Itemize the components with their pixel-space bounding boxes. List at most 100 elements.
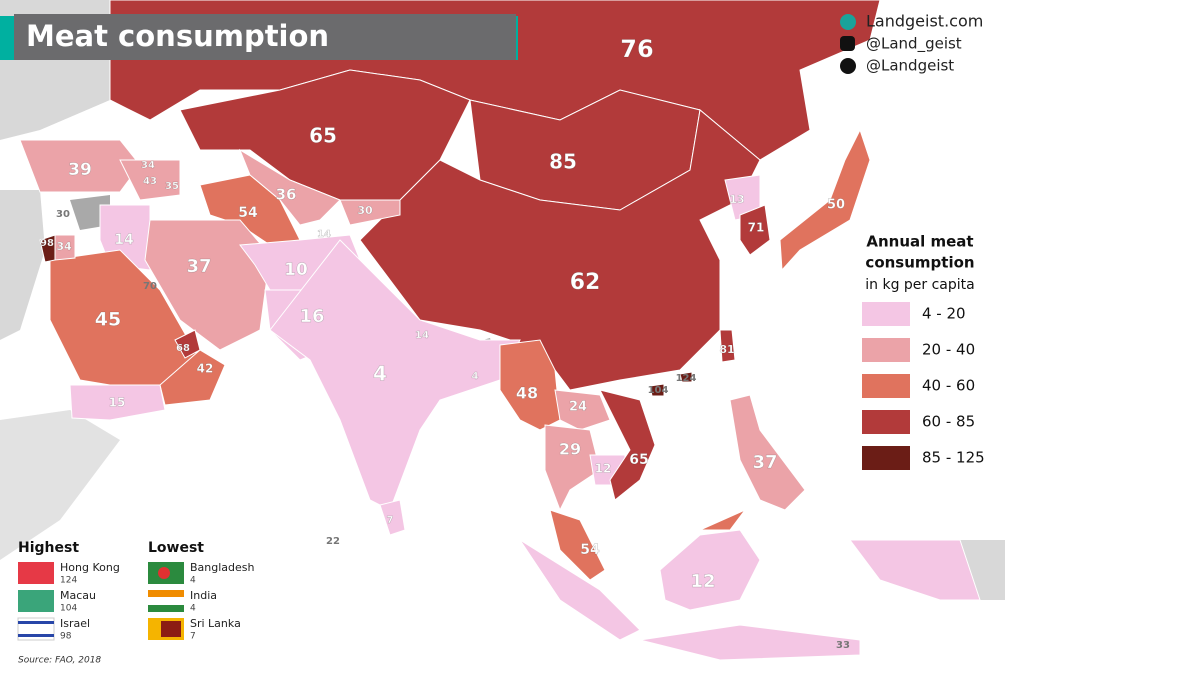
- source: Source: FAO, 2018: [18, 656, 101, 666]
- region-label: 70: [143, 281, 157, 292]
- legend-label: 4 - 20: [922, 305, 966, 323]
- region: [159, 349, 226, 406]
- flag-field: [161, 621, 181, 637]
- legend-swatch: [862, 338, 910, 362]
- region: [544, 424, 601, 512]
- flag: [18, 562, 54, 584]
- legend-swatch: [862, 374, 910, 398]
- region-label: 7: [387, 515, 394, 526]
- legend-label: 60 - 85: [922, 413, 975, 431]
- region-label: 4: [373, 362, 387, 386]
- region-label: 14: [114, 232, 134, 248]
- region-label: 12: [690, 571, 715, 592]
- legend-subtitle: in kg per capita: [865, 277, 974, 293]
- region-labels: 76 65 85 62 39 34 43 35 54 36 30 14 13 71 50 14 37 10 16 4 5…: [40, 35, 850, 651]
- region: [649, 383, 665, 397]
- region: [359, 109, 761, 391]
- region-label: 13: [729, 193, 744, 206]
- rank-name: Hong Kong: [60, 561, 120, 574]
- region-label: 50: [827, 198, 845, 213]
- region: [679, 371, 693, 383]
- region-label: 15: [109, 396, 126, 410]
- region-label: 4: [472, 371, 479, 382]
- region: [549, 509, 606, 581]
- rank-value: 4: [190, 576, 196, 586]
- region-label: 35: [165, 181, 179, 192]
- region-label: 81: [719, 343, 734, 356]
- region-label: 29: [559, 440, 581, 459]
- region-label: 43: [143, 176, 157, 187]
- flag-stripe: [18, 621, 54, 624]
- region: [739, 204, 771, 256]
- rank-value: 7: [190, 632, 196, 642]
- region: [554, 389, 611, 431]
- region: [659, 529, 761, 611]
- region: [69, 384, 166, 421]
- region: [779, 128, 871, 272]
- legend-label: 40 - 60: [922, 377, 975, 395]
- region: [119, 159, 181, 201]
- land-outside: [960, 540, 1005, 600]
- region-label: 85: [549, 150, 577, 174]
- region-label: 124: [676, 373, 697, 384]
- title: Meat consumption: [26, 19, 329, 53]
- region-label: 76: [620, 35, 653, 63]
- region-label: 10: [284, 260, 308, 280]
- flag-stripe: [18, 634, 54, 637]
- region: [699, 508, 747, 531]
- instagram-icon: [840, 36, 855, 51]
- flag-stripe: [148, 597, 184, 605]
- region-label: 98: [40, 238, 54, 249]
- title-bar: [14, 14, 516, 60]
- region-label: 14: [317, 229, 331, 240]
- region: [54, 234, 76, 261]
- region-label: 36: [276, 186, 297, 204]
- region-label: 30: [357, 204, 373, 217]
- credit: @Land_geist: [866, 35, 962, 54]
- region-label: 22: [326, 536, 340, 547]
- region-label: 37: [186, 256, 211, 277]
- rank-name: India: [190, 589, 217, 602]
- legend-title: consumption: [865, 254, 974, 272]
- region-label: 37: [752, 452, 777, 473]
- regions: [19, 0, 981, 661]
- region-label: 39: [68, 160, 92, 180]
- region-label: 54: [238, 205, 258, 221]
- flag-stripe: [148, 590, 184, 597]
- region-label: 65: [629, 452, 648, 468]
- region: [719, 329, 736, 363]
- region: [379, 499, 406, 536]
- flag-stripe: [148, 605, 184, 612]
- region-label: 24: [569, 400, 587, 415]
- region-label: 33: [836, 640, 850, 651]
- region-label: 104: [648, 385, 669, 396]
- highest-title: Highest: [18, 540, 79, 556]
- rank-value: 104: [60, 604, 77, 614]
- region: [238, 148, 341, 226]
- legend-title: Annual meat: [866, 233, 973, 251]
- region-label: 16: [299, 306, 324, 327]
- region-label: 71: [748, 221, 765, 235]
- legend: 4 - 20 20 - 40 40 - 60 60 - 85 85 - 125: [862, 302, 985, 470]
- region-label: 34: [141, 160, 155, 171]
- region-label: 62: [570, 270, 601, 295]
- region-label: 54: [580, 542, 600, 558]
- rank-lists: Hong Kong 124 Macau 104 Israel 98 Bangladesh 4 I…: [17, 561, 255, 642]
- region-label: 14: [415, 330, 429, 341]
- credit: @Landgeist: [866, 57, 954, 75]
- legend-swatch: [862, 410, 910, 434]
- rank-name: Bangladesh: [190, 561, 255, 574]
- web-icon: [840, 14, 856, 30]
- region-label: 48: [516, 384, 538, 403]
- region-label: 68: [176, 343, 190, 354]
- region: [339, 199, 401, 226]
- flag-disc: [158, 567, 170, 579]
- region: [519, 539, 641, 641]
- region-label: 34: [56, 240, 72, 253]
- credit: Landgeist.com: [866, 12, 983, 31]
- region-label: 65: [309, 124, 337, 148]
- region: [729, 394, 806, 511]
- region: [269, 239, 521, 511]
- region-label: 12: [595, 462, 612, 476]
- legend-swatch: [862, 446, 910, 470]
